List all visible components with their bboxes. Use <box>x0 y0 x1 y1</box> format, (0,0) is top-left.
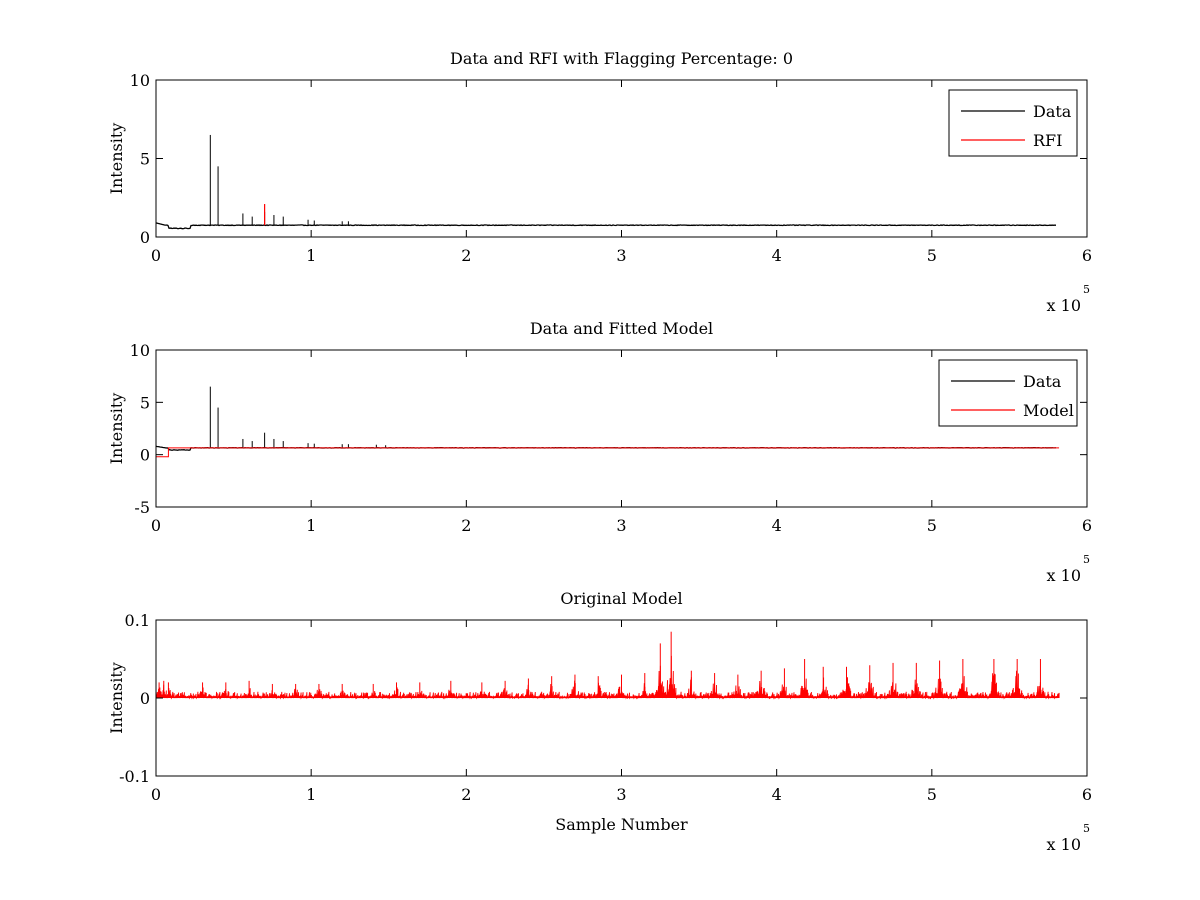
y-axis-label: Intensity <box>107 123 126 195</box>
y-tick-label: 5 <box>140 150 150 169</box>
x-tick-label: 3 <box>616 785 626 804</box>
x-multiplier-exp: 5 <box>1083 553 1090 566</box>
x-tick-label: 4 <box>772 785 782 804</box>
x-tick-label: 0 <box>151 246 161 265</box>
model-line <box>156 447 1060 458</box>
chart-title: Data and Fitted Model <box>530 319 713 338</box>
x-tick-label: 2 <box>461 785 471 804</box>
y-axis-label: Intensity <box>107 662 126 734</box>
x-tick-label: 5 <box>927 246 937 265</box>
y-tick-label: 0.1 <box>125 611 150 630</box>
x-multiplier-exp: 5 <box>1083 822 1090 835</box>
x-tick-label: 0 <box>151 516 161 535</box>
x-multiplier-base: x 10 <box>1047 296 1081 315</box>
y-tick-label: -0.1 <box>119 767 150 786</box>
y-tick-label: 0 <box>140 689 150 708</box>
x-tick-label: 2 <box>461 516 471 535</box>
y-tick-label: 5 <box>140 393 150 412</box>
legend-box <box>948 89 1078 157</box>
x-axis-label: Sample Number <box>555 815 688 834</box>
x-tick-label: 1 <box>306 516 316 535</box>
x-tick-label: 3 <box>616 246 626 265</box>
x-tick-label: 5 <box>927 516 937 535</box>
legend: Data RFI <box>948 89 1078 157</box>
subplot-1: 0 1 2 3 4 5 6 0 5 10 Data and RFI with Flagging Pe… <box>107 49 1092 315</box>
x-multiplier-exp: 5 <box>1083 283 1090 296</box>
x-tick-label: 5 <box>927 785 937 804</box>
legend-label: Data <box>1033 102 1072 121</box>
y-axis-label: Intensity <box>107 393 126 465</box>
y-tick-label: 0 <box>140 228 150 247</box>
series-trace <box>156 222 1056 230</box>
x-multiplier-base: x 10 <box>1047 835 1081 854</box>
x-tick-label: 6 <box>1082 516 1092 535</box>
x-tick-label: 3 <box>616 516 626 535</box>
x-tick-label: 0 <box>151 785 161 804</box>
legend: Data Model <box>938 359 1078 427</box>
legend-label: RFI <box>1033 131 1062 150</box>
y-tick-label: -5 <box>134 498 150 517</box>
y-tick-label: 0 <box>140 446 150 465</box>
plot-area <box>156 631 1060 700</box>
x-multiplier-base: x 10 <box>1047 566 1081 585</box>
y-tick-label: 10 <box>130 71 150 90</box>
plot-area <box>156 134 1056 230</box>
x-tick-label: 6 <box>1082 785 1092 804</box>
x-tick-label: 4 <box>772 516 782 535</box>
x-tick-label: 1 <box>306 785 316 804</box>
y-tick-label: 10 <box>130 341 150 360</box>
chart-title: Data and RFI with Flagging Percentage: 0 <box>450 49 793 68</box>
legend-box <box>938 359 1078 427</box>
model-trace <box>156 655 1060 700</box>
x-tick-label: 1 <box>306 246 316 265</box>
plot-area <box>156 386 1060 458</box>
x-tick-label: 2 <box>461 246 471 265</box>
legend-label: Model <box>1023 401 1074 420</box>
x-tick-label: 6 <box>1082 246 1092 265</box>
chart-title: Original Model <box>560 589 682 608</box>
x-tick-label: 4 <box>772 246 782 265</box>
legend-label: Data <box>1023 372 1062 391</box>
